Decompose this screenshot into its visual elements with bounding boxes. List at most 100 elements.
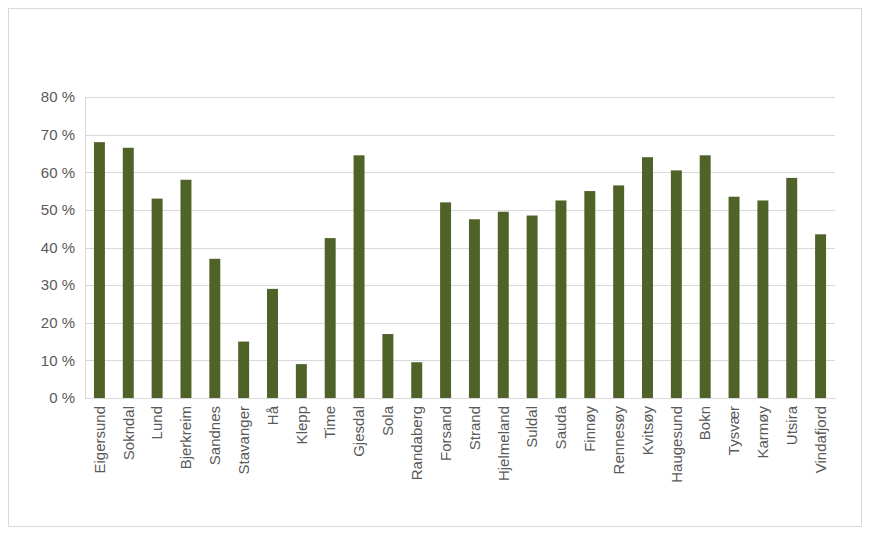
x-tick: Suldal (523, 398, 540, 448)
grid-line (85, 323, 835, 324)
chart-frame (9, 9, 862, 527)
bar (498, 212, 509, 398)
x-tick-label: Tysvær (725, 406, 742, 455)
bar (209, 259, 220, 398)
y-tick-label: 30 % (41, 276, 75, 293)
x-tick: Karmøy (754, 398, 771, 459)
x-tick: Hjelmeland (495, 398, 512, 481)
x-tick-label: Strand (466, 406, 483, 450)
x-tick-label: Eigersund (91, 406, 108, 474)
grid-line (85, 398, 835, 399)
x-tick-label: Karmøy (754, 406, 771, 459)
x-tick-label: Bokn (696, 406, 713, 440)
bar (555, 200, 566, 398)
x-tick: Kvitsøy (639, 398, 656, 455)
x-tick: Sandnes (206, 398, 223, 465)
x-tick: Sauda (552, 398, 569, 449)
chart: 0 % 10 % 20 % 30 % 40 % 50 % 60 % 70 % 80 % Eiger… (0, 0, 869, 535)
y-tick: 70 % (41, 126, 85, 143)
grid-line (85, 210, 835, 211)
y-tick-label: 60 % (41, 164, 75, 181)
x-tick-label: Haugesund (668, 406, 685, 483)
x-tick: Sola (379, 398, 396, 436)
y-tick: 10 % (41, 352, 85, 369)
x-tick: Time (321, 398, 338, 439)
bar (238, 342, 249, 398)
grid-line (85, 360, 835, 361)
bar (94, 142, 105, 398)
y-tick: 0 % (49, 389, 85, 406)
x-tick-label: Finnøy (581, 406, 598, 452)
y-tick-label: 80 % (41, 88, 75, 105)
bar (296, 364, 307, 398)
x-tick: Stavanger (235, 398, 252, 474)
bar (440, 202, 451, 398)
bar (584, 191, 595, 398)
bar (411, 362, 422, 398)
grid-line (85, 135, 835, 136)
y-tick: 20 % (41, 314, 85, 331)
x-tick: Tysvær (725, 398, 742, 455)
bar (152, 199, 163, 398)
y-tick: 50 % (41, 201, 85, 218)
x-tick: Bjerkreim (177, 398, 194, 469)
grid (85, 98, 835, 399)
bar (325, 238, 336, 398)
y-tick: 30 % (41, 276, 85, 293)
x-tick: Finnøy (581, 398, 598, 452)
bar (613, 185, 624, 398)
x-tick: Forsand (437, 398, 454, 461)
x-tick-label: Bjerkreim (177, 406, 194, 469)
x-tick: Rennesøy (610, 398, 627, 474)
x-axis-line (86, 398, 836, 399)
x-tick-label: Randaberg (408, 406, 425, 480)
x-tick-label: Sola (379, 405, 396, 436)
y-axis-line (85, 98, 86, 399)
y-tick: 60 % (41, 164, 85, 181)
x-tick-label: Hå (264, 405, 281, 425)
x-tick: Utsira (783, 398, 800, 445)
y-tick-label: 50 % (41, 201, 75, 218)
x-tick: Sokndal (120, 398, 137, 460)
x-tick-label: Utsira (783, 405, 800, 445)
y-tick: 80 % (41, 88, 85, 105)
bar (382, 334, 393, 398)
x-tick-label: Stavanger (235, 406, 252, 474)
y-tick: 40 % (41, 239, 85, 256)
x-tick-label: Time (321, 406, 338, 439)
x-tick: Strand (466, 398, 483, 450)
bar (527, 216, 538, 398)
bar (180, 180, 191, 398)
grid-line (85, 172, 835, 173)
grid-line (85, 97, 835, 98)
x-tick-label: Klepp (293, 406, 310, 444)
x-tick-label: Rennesøy (610, 406, 627, 475)
bar (123, 148, 134, 398)
bar (267, 289, 278, 398)
x-tick: Hå (264, 398, 281, 425)
x-tick: Eigersund (91, 398, 108, 474)
x-tick: Haugesund (668, 398, 685, 483)
x-axis: Eigersund Sokndal Lund Bjerkreim Sandnes Stav… (86, 398, 836, 483)
bar (757, 200, 768, 398)
bar (354, 155, 365, 398)
y-tick-label: 0 % (49, 389, 75, 406)
x-tick-label: Sandnes (206, 406, 223, 465)
x-tick: Gjesdal (350, 398, 367, 457)
x-tick-label: Lund (148, 406, 165, 439)
bars (94, 142, 826, 398)
x-tick-label: Sauda (552, 405, 569, 449)
y-tick-label: 10 % (41, 352, 75, 369)
y-tick-label: 20 % (41, 314, 75, 331)
grid-line (85, 285, 835, 286)
y-axis: 0 % 10 % 20 % 30 % 40 % 50 % 60 % 70 % 80 % (41, 88, 86, 406)
y-tick-label: 40 % (41, 239, 75, 256)
x-tick: Klepp (293, 398, 310, 444)
bar (729, 197, 740, 398)
x-tick-label: Hjelmeland (495, 406, 512, 481)
bar (786, 178, 797, 398)
x-tick-label: Forsand (437, 406, 454, 461)
x-tick: Randaberg (408, 398, 425, 480)
y-tick-label: 70 % (41, 126, 75, 143)
x-tick: Bokn (696, 398, 713, 440)
